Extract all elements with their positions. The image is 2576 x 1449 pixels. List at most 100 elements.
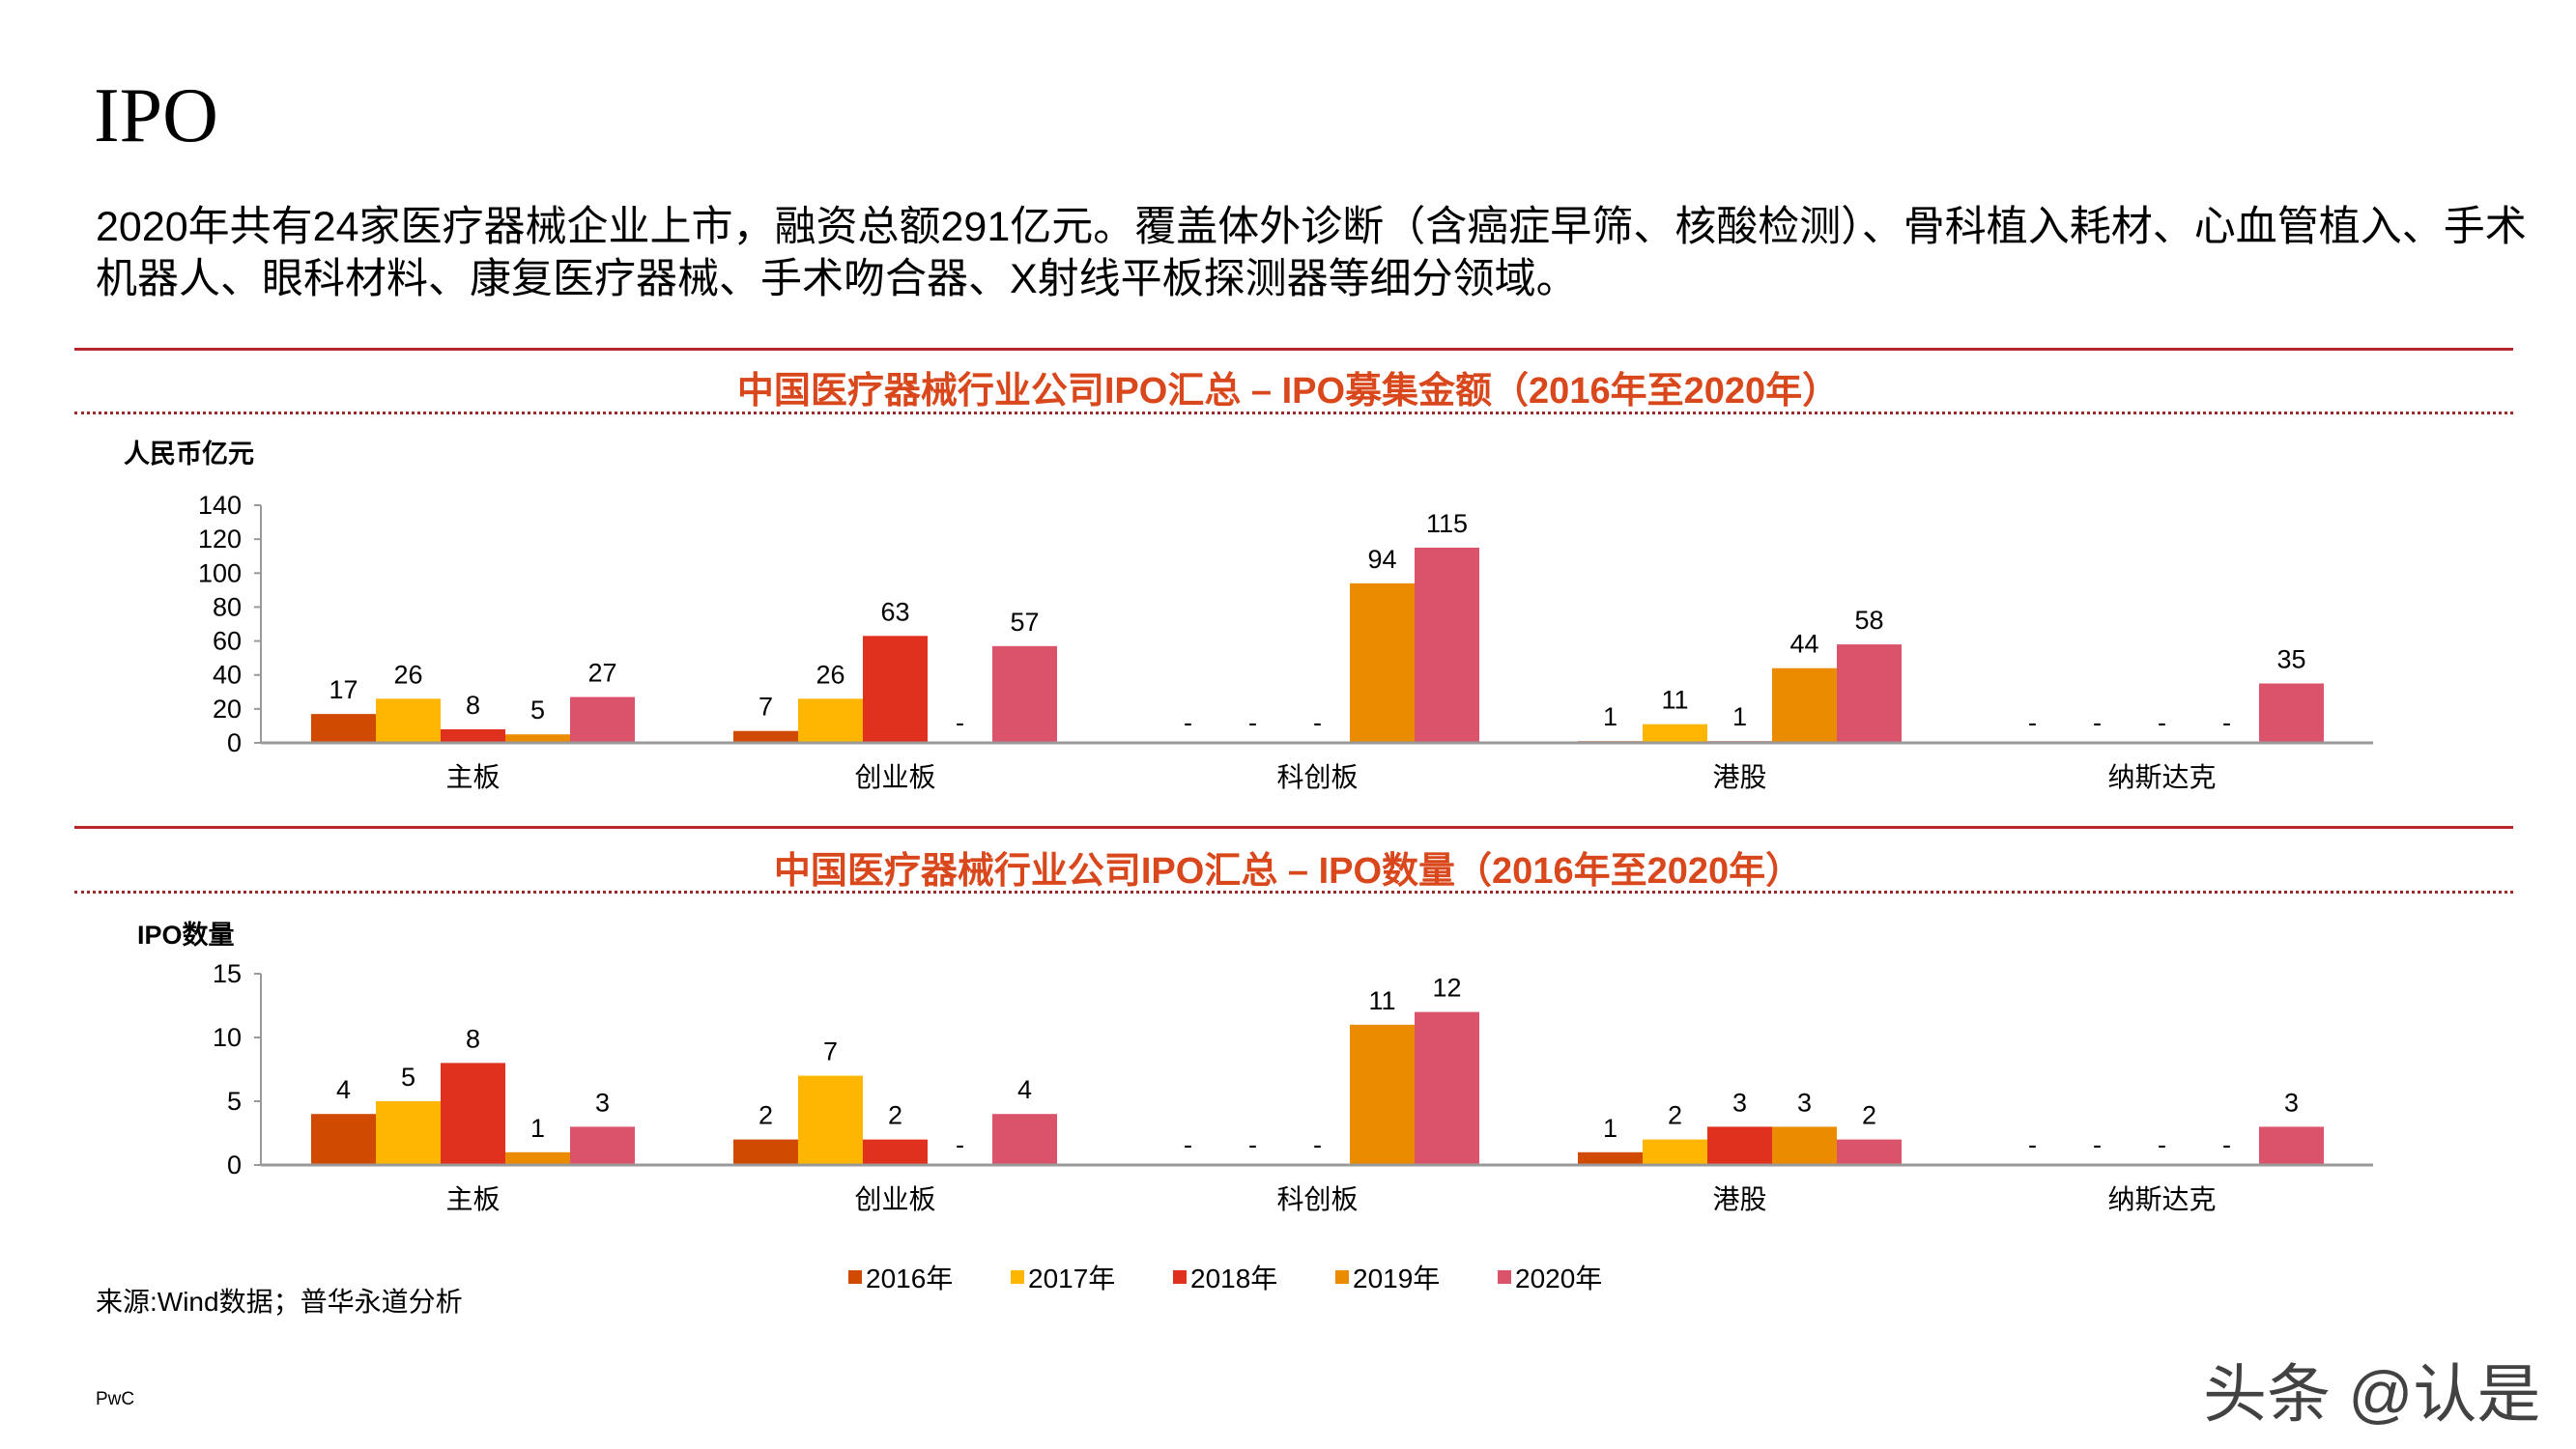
category-label: 纳斯达克: [2107, 1184, 2216, 1214]
bar-2019年-主板: [505, 1151, 570, 1165]
legend-item: 2019年: [1335, 1258, 1498, 1296]
y-tick-label: 0: [227, 728, 242, 757]
dotted-divider: [74, 891, 2513, 894]
watermark: 头条 @认是: [2203, 1358, 2541, 1430]
data-label-missing: -: [1184, 708, 1192, 737]
legend-swatch: [848, 1270, 862, 1284]
data-label: 4: [336, 1075, 351, 1104]
bar-2017年-创业板: [798, 1075, 863, 1165]
bar-2020年-纳斯达克: [2259, 683, 2324, 743]
data-label-missing: -: [956, 1130, 964, 1159]
data-label-missing: -: [1313, 708, 1322, 737]
legend-label: 2016年: [866, 1264, 954, 1293]
page-title: IPO: [94, 73, 218, 158]
y-tick-label: 60: [213, 627, 242, 656]
divider: [74, 826, 2513, 829]
data-label: 44: [1789, 630, 1818, 659]
bar-2016年-创业板: [733, 1139, 798, 1165]
bar-2017年-创业板: [798, 698, 863, 743]
category-label: 创业板: [854, 1184, 935, 1214]
data-label-missing: -: [1248, 1130, 1257, 1159]
data-label: 63: [880, 597, 909, 626]
data-label: 5: [401, 1063, 415, 1092]
data-label-missing: -: [1184, 1130, 1192, 1159]
data-label-missing: -: [1313, 1130, 1322, 1159]
y-tick-label: 0: [227, 1151, 242, 1179]
data-label: 58: [1854, 606, 1883, 635]
legend-item: 2016年: [848, 1258, 1011, 1296]
category-label: 创业板: [854, 762, 935, 792]
footer-brand: PwC: [96, 1389, 135, 1409]
bar-2016年-主板: [311, 714, 376, 743]
data-label-missing: -: [2028, 708, 2037, 737]
bar-2017年-港股: [1643, 724, 1707, 743]
y-tick-label: 140: [198, 491, 242, 520]
legend-label: 2020年: [1515, 1264, 1603, 1293]
data-label: 3: [595, 1088, 610, 1117]
data-label: 26: [816, 660, 844, 689]
y-tick-label: 80: [213, 592, 242, 621]
bar-2018年-主板: [441, 728, 505, 743]
bar-2020年-主板: [570, 696, 635, 743]
category-label: 主板: [445, 1184, 500, 1214]
source-note: 来源:Wind数据；普华永道分析: [96, 1287, 463, 1317]
data-label: 115: [1426, 509, 1468, 538]
data-label: 4: [1017, 1075, 1032, 1104]
bar-2019年-科创板: [1350, 1024, 1415, 1165]
data-label: 8: [466, 1024, 480, 1053]
legend: 2016年 2017年 2018年 2019年 2020年: [848, 1258, 1660, 1296]
data-label: 27: [587, 659, 616, 688]
data-label: 2: [1862, 1101, 1876, 1130]
bar-2018年-创业板: [863, 1139, 928, 1165]
bar-2016年-主板: [311, 1114, 376, 1165]
data-label-missing: -: [2093, 708, 2102, 737]
bar-2016年-创业板: [733, 730, 798, 743]
legend-item: 2018年: [1173, 1258, 1335, 1296]
legend-swatch: [1173, 1270, 1187, 1284]
y-tick-label: 5: [227, 1087, 242, 1116]
divider: [74, 348, 2513, 351]
data-label: 26: [393, 660, 422, 689]
data-label: 2: [888, 1101, 902, 1130]
bar-2017年-主板: [376, 1101, 441, 1165]
data-label: 2: [1668, 1101, 1682, 1130]
data-label: 12: [1432, 974, 1461, 1003]
category-label: 科创板: [1276, 1184, 1358, 1214]
category-label: 港股: [1712, 762, 1766, 792]
chart1-title: 中国医疗器械行业公司IPO汇总 – IPO募集金额（2016年至2020年）: [736, 371, 1840, 412]
data-label: 35: [2276, 645, 2305, 674]
bar-2019年-科创板: [1350, 582, 1415, 743]
legend-label: 2019年: [1353, 1264, 1441, 1293]
data-label-missing: -: [1248, 708, 1257, 737]
bar-2016年-港股: [1578, 1151, 1643, 1165]
y-tick-label: 40: [213, 661, 242, 690]
bar-2017年-港股: [1643, 1139, 1707, 1165]
dotted-divider: [74, 412, 2513, 414]
data-label: 3: [1732, 1088, 1747, 1117]
data-label: 1: [530, 1114, 545, 1143]
y-tick-label: 100: [198, 558, 242, 587]
y-tick-label: 10: [213, 1023, 242, 1052]
legend-label: 2017年: [1028, 1264, 1116, 1293]
data-label: 17: [329, 675, 358, 704]
category-label: 港股: [1712, 1184, 1766, 1214]
y-tick-label: 120: [198, 525, 242, 554]
data-label: 11: [1661, 686, 1688, 715]
chart1-ylabel: 人民币亿元: [124, 440, 254, 469]
chart2-ylabel: IPO数量: [137, 921, 235, 950]
data-label-missing: -: [2093, 1130, 2102, 1159]
data-label-missing: -: [956, 708, 964, 737]
legend-item: 2020年: [1498, 1258, 1660, 1296]
data-label: 57: [1010, 608, 1039, 637]
bar-2018年-创业板: [863, 636, 928, 743]
data-label-missing: -: [2028, 1130, 2037, 1159]
data-label-missing: -: [2158, 1130, 2166, 1159]
legend-item: 2017年: [1011, 1258, 1173, 1296]
category-label: 科创板: [1276, 762, 1358, 792]
data-label: 1: [1603, 702, 1617, 731]
data-label: 94: [1367, 545, 1396, 574]
data-label: 11: [1368, 986, 1395, 1015]
data-label: 5: [530, 696, 545, 724]
